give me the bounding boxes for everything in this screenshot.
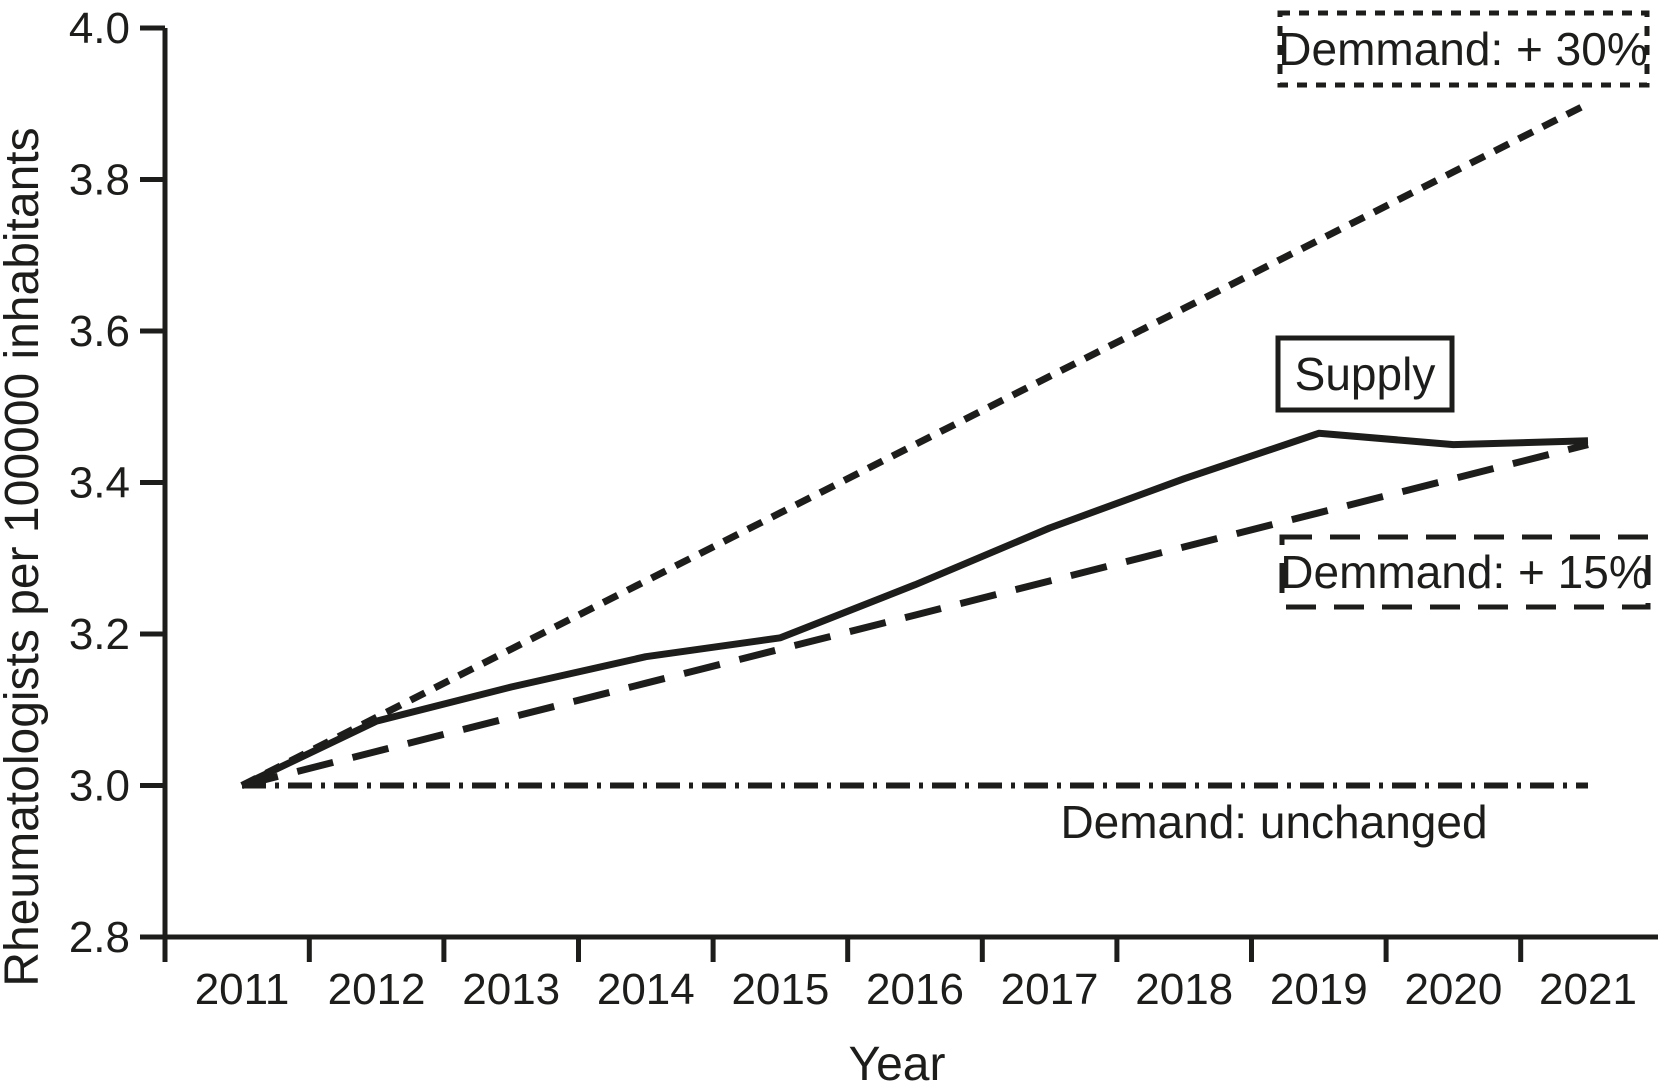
x-tick-label: 2017	[1001, 965, 1099, 1014]
y-axis-title: Rheumatologists per 100000 inhabitants	[0, 127, 49, 986]
x-tick-label: 2015	[731, 965, 829, 1014]
x-axis-title: Year	[849, 1038, 946, 1091]
x-tick-label: 2019	[1270, 965, 1368, 1014]
y-tick-label: 4.0	[69, 4, 130, 53]
supply-label: Supply	[1295, 348, 1436, 400]
x-tick-label: 2020	[1404, 965, 1502, 1014]
demand-plus-30-label: Demmand: + 30%	[1278, 23, 1647, 75]
x-tick-label: 2011	[195, 965, 290, 1014]
demand-plus-15-label-box	[1279, 534, 1651, 610]
y-tick-label: 3.6	[69, 307, 130, 356]
demand-plus-30-line	[240, 100, 1590, 789]
x-tick-label: 2016	[866, 965, 964, 1014]
supply-line	[240, 429, 1589, 789]
demand-plus-15-label: Demmand: + 15%	[1280, 546, 1649, 598]
y-tick-label: 2.8	[69, 913, 130, 962]
x-tick-label: 2013	[462, 965, 560, 1014]
supply-label-box	[1275, 335, 1455, 413]
x-tick-label: 2012	[328, 965, 426, 1014]
y-tick-label: 3.4	[69, 459, 130, 508]
series-lines	[240, 100, 1590, 789]
tick-labels: 2.8 3.0 3.2 3.4 3.6 3.8 4.0 2011 2012 2013 2014 201…	[69, 4, 1637, 1014]
axes	[140, 25, 1658, 962]
demand-plus-30-label-box	[1277, 10, 1650, 88]
demand-plus-15-line	[241, 441, 1589, 789]
y-tick-label: 3.0	[69, 762, 130, 811]
y-tick-label: 3.8	[69, 156, 130, 205]
x-tick-label: 2021	[1539, 965, 1637, 1014]
x-tick-label: 2014	[597, 965, 695, 1014]
x-tick-label: 2018	[1135, 965, 1233, 1014]
y-tick-label: 3.2	[69, 610, 130, 659]
demand-unchanged-label: Demand: unchanged	[1060, 796, 1487, 848]
